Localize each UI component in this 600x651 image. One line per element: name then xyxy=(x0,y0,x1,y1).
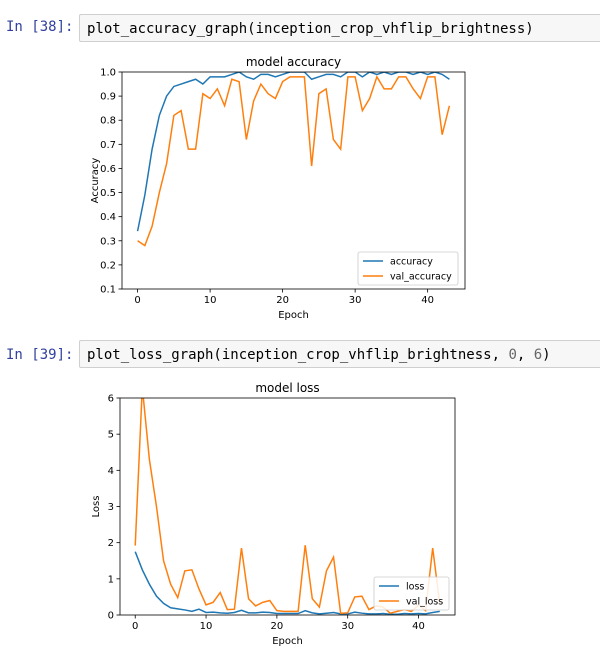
y-tick-label: 4 xyxy=(108,466,114,477)
y-tick-label: 0.2 xyxy=(100,260,116,271)
input-prompt: In [38]: xyxy=(6,19,74,35)
code-text: ) xyxy=(542,347,551,363)
plot-frame xyxy=(121,71,466,290)
x-tick-label: 40 xyxy=(412,621,425,632)
x-tick-label: 40 xyxy=(421,295,434,306)
code-number: 6 xyxy=(533,347,543,363)
y-tick-label: 2 xyxy=(108,538,114,549)
y-tick-label: 0.4 xyxy=(100,212,116,223)
notebook-cell-39: In [39]: plot_loss_graph(inception_crop_… xyxy=(0,330,600,651)
x-tick-label: 10 xyxy=(200,621,213,632)
y-tick-label: 0.7 xyxy=(100,140,116,151)
x-tick-label: 20 xyxy=(276,295,289,306)
y-tick-label: 0 xyxy=(108,611,114,622)
x-axis-label: Epoch xyxy=(278,310,309,321)
x-tick-label: 10 xyxy=(204,295,217,306)
legend-label: accuracy xyxy=(390,257,433,268)
chart-title: model loss xyxy=(255,381,319,395)
input-prompt: In [39]: xyxy=(6,347,74,363)
y-tick-label: 3 xyxy=(108,502,114,513)
y-tick-label: 1 xyxy=(108,574,114,585)
y-tick-label: 0.3 xyxy=(100,236,116,247)
y-tick-label: 0.5 xyxy=(100,188,116,199)
y-tick-label: 5 xyxy=(108,430,114,441)
legend-label: loss xyxy=(406,582,424,593)
notebook-cell-38: In [38]: plot_accuracy_graph(inception_c… xyxy=(6,14,600,321)
code-input[interactable]: plot_loss_graph(inception_crop_vhflip_br… xyxy=(79,340,600,368)
code-input[interactable]: plot_accuracy_graph(inception_crop_vhfli… xyxy=(79,14,600,42)
accuracy-chart: model accuracy 0 10 20 30 40 0.1 0.2 0.3 0.4 0.5 0.… xyxy=(90,55,466,321)
code-text: plot_accuracy_graph(inception_crop_vhfli… xyxy=(87,21,534,37)
series-line-val_loss xyxy=(134,398,441,615)
legend-label: val_loss xyxy=(406,597,443,608)
code-text: plot_loss_graph(inception_crop_vhflip_br… xyxy=(87,347,509,363)
x-tick-label: 0 xyxy=(132,621,138,632)
y-tick-label: 0.9 xyxy=(100,92,116,103)
y-axis-label: Loss xyxy=(91,496,102,518)
y-tick-label: 6 xyxy=(108,394,114,405)
x-tick-label: 0 xyxy=(134,295,140,306)
x-tick-label: 20 xyxy=(271,621,284,632)
series-line-val_accuracy xyxy=(137,75,451,247)
x-tick-label: 30 xyxy=(341,621,354,632)
y-tick-label: 0.1 xyxy=(100,285,116,296)
y-axis-label: Accuracy xyxy=(90,158,101,204)
y-tick-label: 1.0 xyxy=(100,68,116,79)
series-line-loss xyxy=(134,551,440,615)
loss-chart: model loss 0 10 20 30 40 0 1 2 3 4 5 6 Epoch Loss loss v… xyxy=(91,381,456,647)
legend-label: val_accuracy xyxy=(390,272,452,283)
y-tick-label: 0.6 xyxy=(100,164,116,175)
series-line-accuracy xyxy=(136,72,450,232)
y-tick-label: 0.8 xyxy=(100,116,116,127)
x-axis-label: Epoch xyxy=(272,636,303,647)
x-tick-label: 30 xyxy=(349,295,362,306)
chart-title: model accuracy xyxy=(246,55,341,69)
code-number: 0 xyxy=(508,347,517,363)
code-text: , xyxy=(516,347,534,363)
